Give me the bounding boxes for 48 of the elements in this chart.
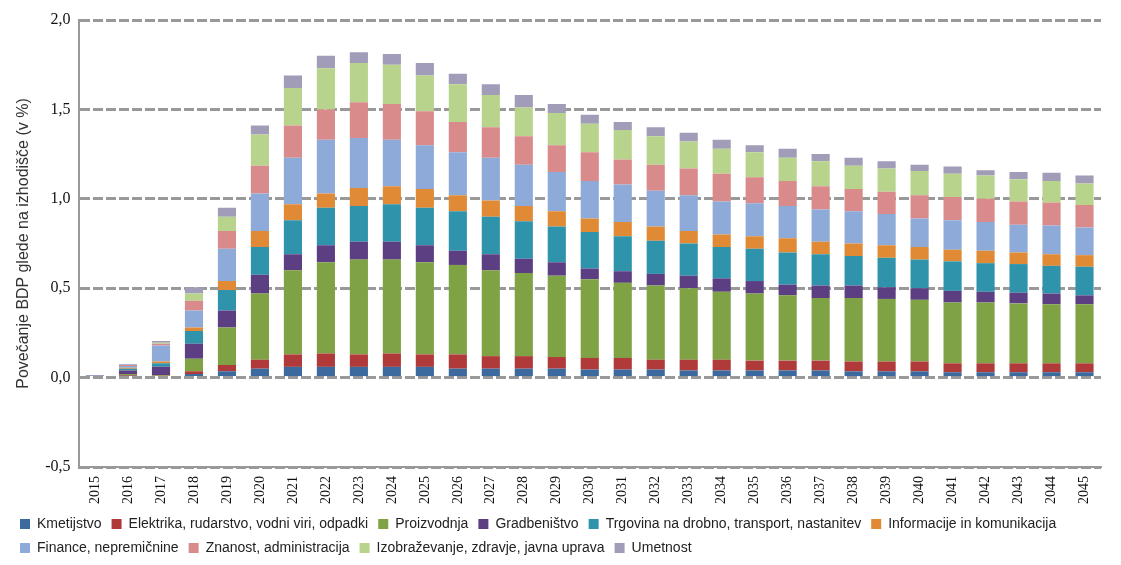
x-tick-label: 2039 bbox=[878, 476, 894, 504]
x-tick-label: 2037 bbox=[812, 476, 828, 504]
legend-label: Izobraževanje, zdravje, javna uprava bbox=[376, 538, 605, 555]
y-tick-label: 0,5 bbox=[50, 278, 71, 296]
x-tick-label: 2032 bbox=[647, 476, 663, 504]
x-tick-label: 2040 bbox=[911, 476, 927, 504]
x-tick-label: 2019 bbox=[218, 476, 234, 504]
legend-label: Elektrika, rudarstvo, vodni viri, odpadki bbox=[128, 514, 369, 531]
x-tick-label: 2024 bbox=[383, 476, 399, 504]
x-tick-label: 2042 bbox=[977, 476, 993, 504]
x-tick-label: 2026 bbox=[449, 476, 465, 504]
y-tick-label: 1,0 bbox=[50, 189, 71, 206]
x-tick-label: 2027 bbox=[482, 476, 498, 504]
x-tick-label: 2020 bbox=[251, 476, 267, 504]
legend-label: Trgovina na drobno, transport, nastanitev bbox=[605, 514, 862, 531]
x-tick-label: 2016 bbox=[119, 476, 135, 504]
x-tick-label: 2036 bbox=[779, 476, 795, 504]
y-tick-label: 2,0 bbox=[50, 10, 71, 28]
x-tick-label: 2022 bbox=[317, 476, 333, 504]
legend-label: Umetnost bbox=[631, 538, 692, 555]
x-tick-label: 2031 bbox=[614, 476, 630, 504]
x-tick-label: 2030 bbox=[581, 476, 597, 504]
x-tick-label: 2034 bbox=[713, 476, 729, 504]
legend-label: Gradbeništvo bbox=[495, 514, 579, 531]
x-tick-label: 2029 bbox=[548, 476, 564, 504]
y-axis-title: Povečanje BDP glede na izhodišče (v %) bbox=[14, 98, 32, 389]
legend-label: Finance, nepremičnine bbox=[37, 538, 179, 555]
x-tick-label: 2035 bbox=[746, 476, 762, 504]
x-tick-label: 2018 bbox=[185, 476, 201, 504]
y-tick-label: 0,0 bbox=[50, 367, 71, 385]
legend-label: Informacije in komunikacija bbox=[888, 514, 1057, 531]
x-tick-label: 2028 bbox=[515, 476, 531, 504]
x-tick-label: 2033 bbox=[680, 476, 696, 504]
x-tick-label: 2044 bbox=[1043, 476, 1059, 504]
x-tick-label: 2041 bbox=[944, 476, 960, 504]
x-tick-label: 2038 bbox=[845, 476, 861, 504]
x-tick-label: 2023 bbox=[350, 476, 366, 504]
y-tick-label: -0,5 bbox=[45, 457, 71, 475]
x-tick-label: 2021 bbox=[284, 476, 300, 504]
x-tick-label: 2045 bbox=[1076, 476, 1092, 504]
x-tick-label: 2015 bbox=[86, 476, 102, 504]
legend-label: Znanost, administracija bbox=[205, 538, 350, 555]
x-tick-label: 2043 bbox=[1010, 476, 1026, 504]
x-tick-label: 2017 bbox=[152, 476, 168, 504]
legend-label: Kmetijstvo bbox=[37, 514, 102, 531]
legend-label: Proizvodnja bbox=[395, 514, 469, 531]
y-tick-label: 1,5 bbox=[50, 99, 71, 117]
x-tick-label: 2025 bbox=[416, 476, 432, 504]
